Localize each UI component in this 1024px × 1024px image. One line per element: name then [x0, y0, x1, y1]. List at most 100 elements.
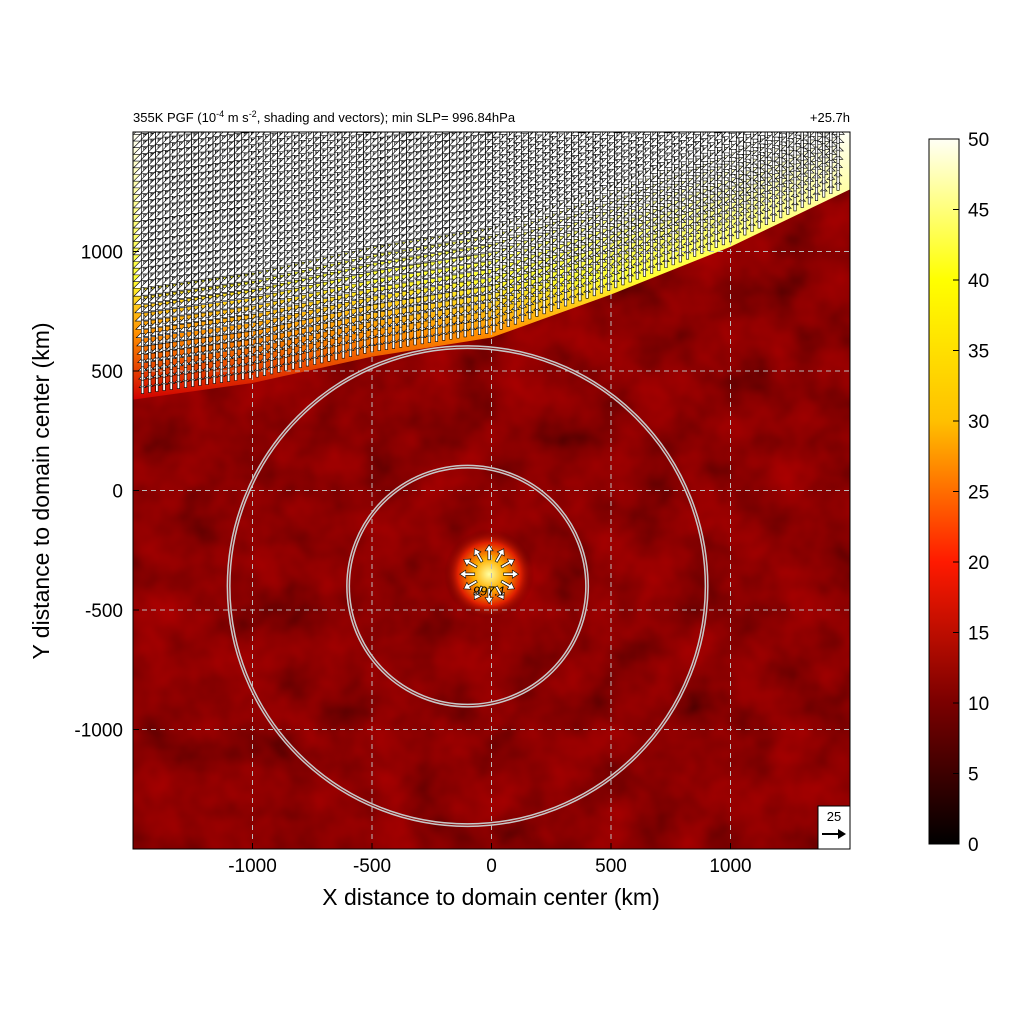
pgf-vector — [639, 257, 650, 270]
pgf-vector — [826, 175, 836, 188]
pgf-vector — [439, 330, 448, 341]
pgf-vector — [812, 190, 821, 201]
pgf-vector — [281, 360, 291, 372]
core-vector — [503, 569, 519, 579]
reference-vector: 25 — [817, 805, 851, 850]
pgf-vector — [740, 225, 749, 236]
pgf-vector — [740, 216, 750, 229]
core-vector — [484, 544, 494, 561]
pgf-vector — [482, 314, 492, 328]
pgf-vector — [510, 305, 520, 318]
pgf-vector — [389, 338, 398, 349]
pgf-vector — [238, 360, 248, 374]
pgf-vector — [540, 303, 549, 315]
pgf-vector — [159, 371, 169, 385]
pgf-vector — [209, 364, 219, 378]
pgf-vector — [145, 373, 155, 387]
pgf-vector — [317, 344, 327, 357]
x-tick-label: -500 — [353, 856, 391, 877]
reference-vector-label: 25 — [827, 809, 841, 824]
core-vector — [459, 569, 476, 579]
pgf-vector — [764, 132, 768, 139]
pgf-vector — [288, 350, 298, 363]
pgf-vector — [690, 246, 699, 257]
pgf-vector — [367, 341, 377, 353]
pgf-vector — [410, 326, 420, 339]
pgf-vector — [324, 342, 334, 355]
pgf-vector — [173, 369, 183, 383]
pgf-vector — [432, 331, 441, 342]
pgf-vectors — [133, 132, 845, 605]
pgf-vector — [167, 379, 176, 390]
pgf-vector — [317, 353, 326, 364]
colorbar-tick-label: 0 — [968, 835, 979, 856]
pgf-vector — [224, 371, 233, 382]
y-axis-title: Y distance to domain center (km) — [28, 322, 54, 659]
pgf-vector — [467, 317, 477, 330]
y-tick-label: -1000 — [74, 721, 123, 742]
pgf-vector — [195, 375, 204, 386]
core-vector — [500, 579, 515, 590]
core-vector — [494, 548, 505, 563]
pgf-vector — [718, 226, 728, 239]
pgf-vector — [496, 319, 506, 330]
pgf-vector — [668, 246, 678, 259]
pgf-vector — [188, 376, 197, 387]
pgf-vector — [503, 308, 513, 321]
pgf-vector — [525, 300, 535, 313]
pgf-vector — [418, 333, 427, 345]
core-vector — [494, 585, 505, 601]
pgf-vector — [489, 313, 499, 326]
pgf-vector — [518, 302, 528, 316]
pgf-vector — [829, 132, 833, 141]
pgf-vector — [231, 361, 241, 375]
pgf-vector — [417, 325, 427, 338]
pgf-vector — [267, 355, 277, 368]
pgf-vector — [790, 192, 800, 205]
pgf-vector — [195, 366, 205, 380]
pgf-vector — [647, 263, 656, 274]
pgf-vector — [525, 309, 534, 320]
pgf-vector — [238, 369, 248, 380]
pgf-vector — [382, 339, 391, 350]
pgf-vector — [310, 345, 320, 359]
pgf-vector — [697, 234, 707, 248]
pgf-vector — [152, 372, 162, 386]
pgf-vector — [224, 362, 234, 376]
pgf-vector — [267, 364, 276, 375]
pgf-vector — [719, 234, 728, 246]
pgf-vector — [797, 188, 807, 202]
pgf-vector — [231, 370, 240, 381]
pgf-vector — [345, 337, 356, 351]
pgf-vector — [819, 178, 829, 191]
pgf-vector — [822, 132, 826, 138]
pgf-vector — [410, 335, 420, 346]
pgf-vector — [704, 240, 714, 251]
pgf-vector — [568, 284, 578, 298]
pgf-vector — [381, 330, 391, 344]
pgf-vector — [768, 202, 779, 215]
pgf-vector — [575, 291, 584, 302]
x-tick-label: 1000 — [709, 856, 751, 877]
pgf-vector — [805, 194, 814, 205]
pgf-vector — [676, 252, 685, 263]
pgf-vector — [826, 183, 835, 195]
pgf-vector — [625, 263, 635, 276]
pgf-vector — [833, 171, 843, 184]
pgf-vector — [790, 201, 800, 212]
pgf-vector — [145, 382, 154, 393]
pgf-vector — [482, 323, 491, 334]
pgf-vector — [246, 368, 255, 379]
pgf-vector — [475, 315, 485, 329]
pgf-vector — [750, 132, 754, 139]
x-tick-label: -1000 — [228, 856, 277, 877]
pgf-vector — [661, 257, 671, 269]
pgf-vector — [360, 343, 369, 354]
pgf-vector — [353, 345, 362, 356]
pgf-vector — [755, 218, 764, 229]
pgf-vector — [367, 333, 377, 346]
pgf-vector — [518, 311, 527, 322]
pgf-vector — [332, 349, 341, 361]
pgf-vector — [690, 237, 700, 250]
